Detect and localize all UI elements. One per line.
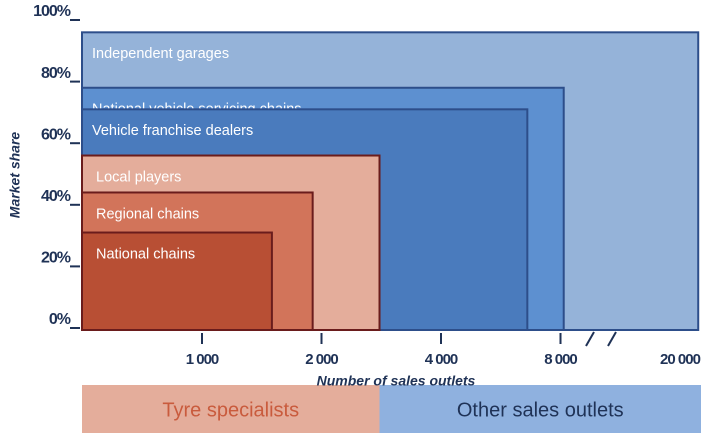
y-axis-label: Market share <box>7 132 23 219</box>
axis-break <box>585 331 595 347</box>
group-band <box>82 385 380 433</box>
share-rect <box>81 231 273 332</box>
rect-label: Local players <box>96 169 181 185</box>
x-tick-label: 2 000 <box>305 351 338 368</box>
x-tick-label: 1 000 <box>186 351 219 368</box>
rect-label: National chains <box>96 246 195 262</box>
y-tick-label: 40% <box>41 188 71 205</box>
y-tick-label: 60% <box>41 126 71 143</box>
group-label: Other sales outlets <box>457 399 624 421</box>
rect-label: Vehicle franchise dealers <box>92 123 253 139</box>
group-band <box>379 385 701 433</box>
x-axis-label: Number of sales outlets <box>317 373 476 389</box>
y-tick-label: 20% <box>41 250 71 267</box>
y-tick-label: 0% <box>49 311 71 328</box>
axis-break <box>607 331 617 347</box>
x-tick-label: 20 000 <box>660 351 701 368</box>
y-tick-label: 100% <box>33 3 71 20</box>
y-tick-label: 80% <box>41 65 71 82</box>
x-tick-label: 8 000 <box>544 351 577 368</box>
group-label: Tyre specialists <box>162 399 299 421</box>
rect-label: Independent garages <box>92 46 229 62</box>
rect-label: Regional chains <box>96 206 199 222</box>
x-tick-label: 4 000 <box>425 351 458 368</box>
